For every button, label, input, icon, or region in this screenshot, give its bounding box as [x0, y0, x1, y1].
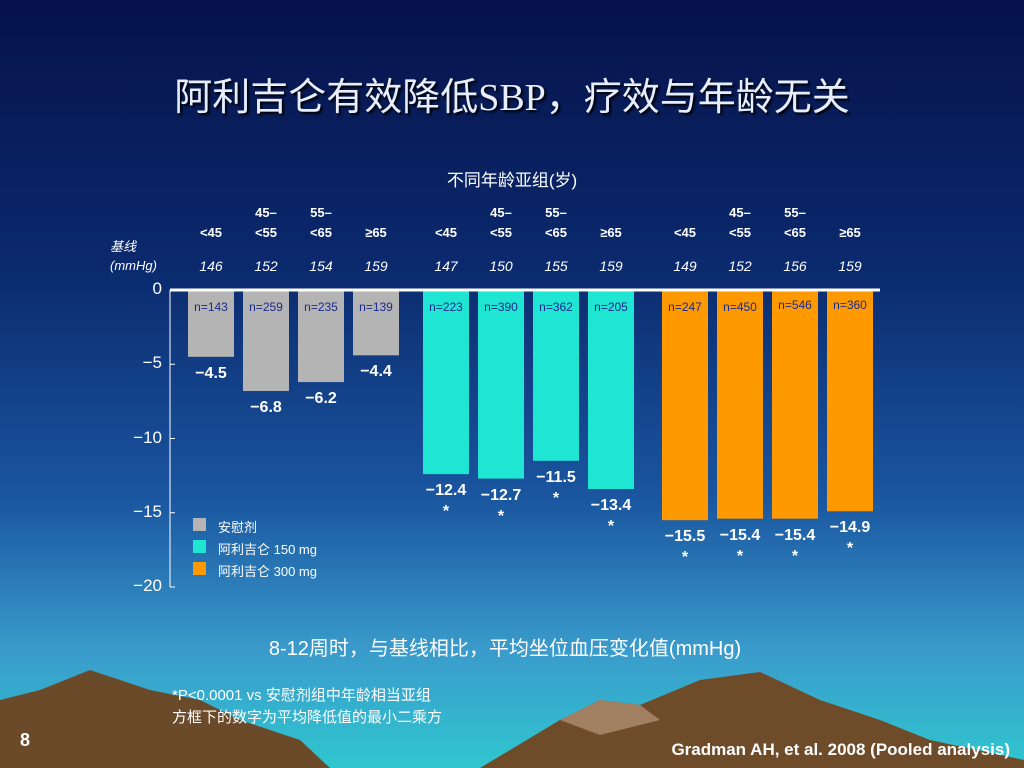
- baseline-value: 152: [728, 258, 752, 274]
- value-label: −13.4: [590, 496, 632, 514]
- bar: [533, 290, 579, 461]
- category-label: <45: [434, 225, 458, 240]
- baseline-value: 147: [434, 258, 458, 274]
- mountain: [0, 670, 330, 768]
- baseline-value: 159: [838, 258, 862, 274]
- value-label: −11.5: [536, 468, 576, 486]
- baseline-value: 150: [489, 258, 513, 274]
- significance-marker: *: [442, 503, 450, 521]
- baseline-label: 基线 (mmHg): [110, 239, 157, 273]
- significance-marker: *: [736, 547, 744, 565]
- citation: Gradman AH, et al. 2008 (Pooled analysis…: [671, 740, 1010, 759]
- legend-swatch: [193, 540, 206, 553]
- n-label: n=362: [539, 300, 573, 314]
- category-label: <45: [199, 225, 223, 240]
- legend-swatch: [193, 518, 206, 531]
- significance-marker: *: [497, 507, 505, 525]
- bar: [588, 290, 634, 489]
- bar: [662, 290, 708, 521]
- category-label: 45– <55: [728, 205, 752, 240]
- bar: [717, 290, 763, 519]
- significance-marker: *: [552, 489, 560, 507]
- category-label: 55– <65: [783, 205, 807, 240]
- n-label: n=143: [194, 300, 228, 314]
- n-label: n=259: [249, 300, 283, 314]
- category-label: 45– <55: [489, 205, 513, 240]
- significance-marker: *: [607, 517, 615, 535]
- legend-label: 阿利吉仑 150 mg: [218, 542, 317, 557]
- n-label: n=205: [594, 300, 628, 314]
- value-label: −6.8: [250, 398, 282, 416]
- n-label: n=360: [833, 298, 867, 312]
- mountain: [480, 672, 1024, 768]
- value-label: −15.4: [774, 526, 816, 544]
- category-label: ≥65: [365, 225, 387, 240]
- value-label: −15.4: [719, 526, 761, 544]
- n-label: n=139: [359, 300, 393, 314]
- category-label: 45– <55: [254, 205, 278, 240]
- category-label: ≥65: [839, 225, 861, 240]
- bar: [772, 290, 818, 519]
- baseline-value: 154: [309, 258, 333, 274]
- bar: [188, 290, 234, 357]
- category-label: 55– <65: [544, 205, 568, 240]
- baseline-value: 149: [673, 258, 697, 274]
- baseline-value: 159: [364, 258, 388, 274]
- n-label: n=247: [668, 300, 702, 314]
- y-tick-label: −5: [142, 353, 162, 373]
- value-label: −4.5: [195, 364, 227, 382]
- significance-marker: *: [846, 540, 854, 558]
- chart-subtitle: 不同年龄亚组(岁): [446, 171, 578, 190]
- significance-marker: *: [791, 547, 799, 565]
- n-label: n=223: [429, 300, 463, 314]
- y-tick-label: −20: [133, 576, 162, 595]
- n-label: n=235: [304, 300, 338, 314]
- category-label: ≥65: [600, 225, 622, 240]
- bar: [827, 290, 873, 512]
- legend-swatch: [193, 562, 206, 575]
- value-label: −6.2: [305, 390, 337, 408]
- mountain-snow: [560, 700, 660, 735]
- bar: [478, 290, 524, 479]
- legend-label: 安慰剂: [218, 520, 258, 535]
- baseline-value: 156: [783, 258, 807, 274]
- category-label: 55– <65: [309, 205, 333, 240]
- bar: [353, 290, 399, 356]
- n-label: n=390: [484, 300, 518, 314]
- slide-title: 阿利吉仑有效降低SBP，疗效与年龄无关: [174, 77, 850, 119]
- footnote: 方框下的数字为平均降低值的最小二乘方: [172, 709, 443, 726]
- baseline-value: 155: [544, 258, 568, 274]
- page-number: 8: [20, 730, 31, 750]
- value-label: −14.9: [829, 519, 871, 537]
- n-label: n=450: [723, 300, 757, 314]
- footnote: *P<0.0001 vs 安慰剂组中年龄相当亚组: [172, 687, 431, 704]
- value-label: −4.4: [360, 363, 392, 381]
- legend-label: 阿利吉仑 300 mg: [218, 564, 317, 579]
- value-label: −15.5: [664, 528, 706, 546]
- n-label: n=546: [778, 298, 812, 312]
- category-label: <45: [673, 225, 697, 240]
- significance-marker: *: [681, 549, 689, 567]
- baseline-value: 146: [199, 258, 223, 274]
- bar: [423, 290, 469, 475]
- bar: [243, 290, 289, 391]
- baseline-value: 152: [254, 258, 278, 274]
- y-tick-label: −15: [133, 501, 162, 521]
- y-tick-label: 0: [152, 279, 162, 298]
- baseline-value: 159: [599, 258, 623, 274]
- value-label: −12.7: [480, 486, 522, 504]
- y-tick-label: −10: [133, 427, 162, 447]
- x-axis-label: 8-12周时，与基线相比，平均坐位血压变化值(mmHg): [268, 638, 742, 660]
- value-label: −12.4: [425, 482, 467, 500]
- bar: [298, 290, 344, 383]
